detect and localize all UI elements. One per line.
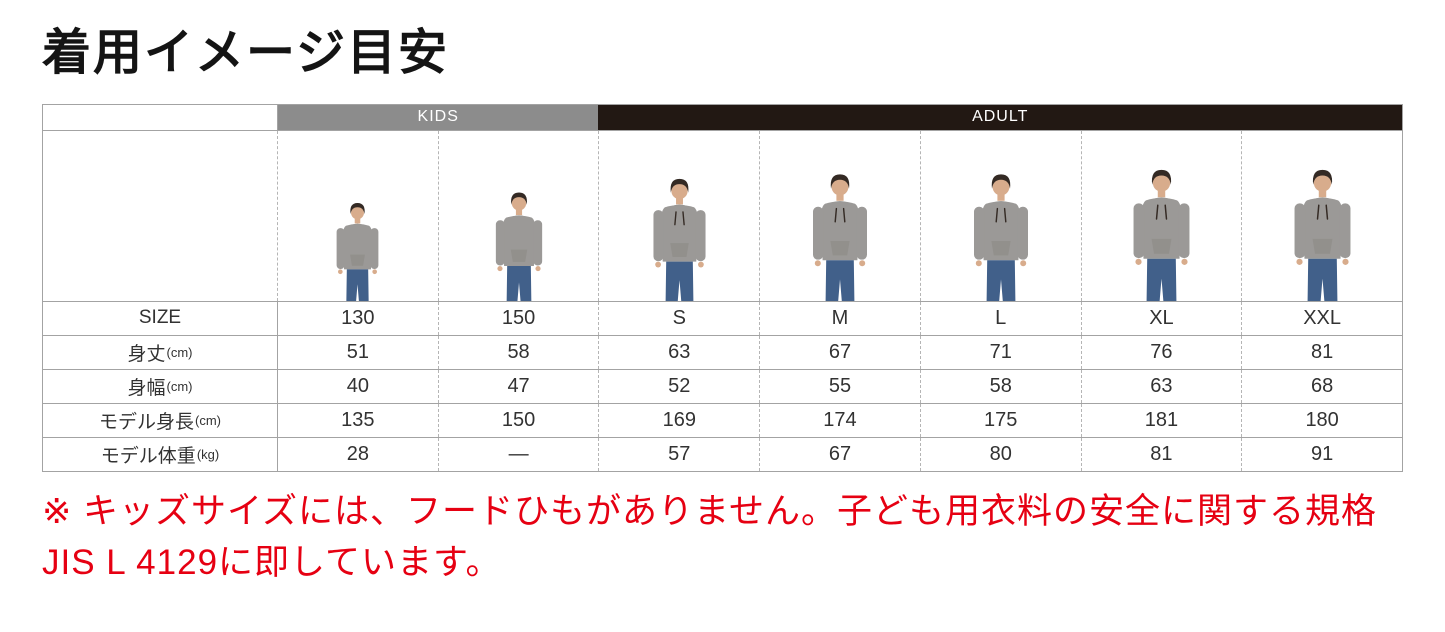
- value-cell: 67: [759, 437, 920, 471]
- value-cell: S: [598, 301, 759, 335]
- value-cell: L: [919, 301, 1081, 335]
- size-guide-page: 着用イメージ目安 KIDS ADULT SIZE 130 150 S M L XL XXL 身丈…: [42, 0, 1403, 589]
- table-group-header-row: KIDS ADULT: [43, 104, 1402, 130]
- value-cell: 51: [277, 335, 438, 369]
- value-cell: XXL: [1241, 301, 1402, 335]
- value-cell: 174: [759, 403, 920, 437]
- value-cell: 150: [437, 403, 599, 437]
- value-cell: M: [759, 301, 920, 335]
- model-photo-row: [43, 129, 1402, 301]
- row-label-unit: (cm): [166, 378, 193, 394]
- value-cell: 28: [277, 437, 438, 471]
- person-figure: [1133, 169, 1190, 301]
- value-cell: 40: [277, 369, 438, 403]
- value-cell: 67: [759, 335, 920, 369]
- value-cell: XL: [1080, 301, 1242, 335]
- value-cell: 130: [277, 301, 438, 335]
- person-figure: [495, 192, 542, 301]
- value-cell: 180: [1241, 403, 1402, 437]
- value-cell: 47: [437, 369, 599, 403]
- value-cell: 71: [919, 335, 1081, 369]
- value-cell: 68: [1241, 369, 1402, 403]
- model-photo-s: [598, 130, 759, 301]
- value-cell: 76: [1080, 335, 1242, 369]
- photo-row-spacer-cell: [43, 130, 277, 301]
- value-cell: 81: [1241, 335, 1402, 369]
- person-figure: [812, 174, 867, 301]
- adult-group-header: ADULT: [598, 104, 1402, 130]
- table-row: モデル体重 (kg) 28—57 67 80 81 91: [43, 436, 1402, 471]
- table-row: モデル身長 (cm) 135 150 169 174 175 181 180: [43, 402, 1402, 437]
- row-label: 身丈 (cm): [127, 343, 193, 365]
- page-title: 着用イメージ目安: [42, 26, 450, 80]
- value-cell: 135: [277, 403, 438, 437]
- value-cell: 58: [437, 335, 599, 369]
- row-label-unit: (cm): [195, 412, 221, 428]
- value-cell: 57: [598, 437, 759, 471]
- model-photo-130: [277, 130, 438, 301]
- measurement-rows: SIZE 130 150 S M L XL XXL 身丈 (cm) 51 58 63 67 71 76 81 身幅…: [43, 300, 1402, 471]
- row-label: モデル体重 (kg): [100, 445, 220, 467]
- value-cell: 52: [598, 369, 759, 403]
- model-photo-xxl: [1241, 130, 1402, 301]
- model-photo-xl: [1080, 130, 1242, 301]
- corner-spacer-cell: [43, 104, 277, 130]
- value-cell: 63: [1080, 369, 1242, 403]
- model-photo-m: [759, 130, 920, 301]
- table-row: 身丈 (cm) 51 58 63 67 71 76 81: [43, 334, 1402, 369]
- value-cell: 150: [437, 301, 599, 335]
- row-label: SIZE: [138, 307, 182, 329]
- person-figure: [653, 178, 706, 301]
- value-cell: 81: [1080, 437, 1242, 471]
- value-cell: 58: [919, 369, 1081, 403]
- value-cell: 63: [598, 335, 759, 369]
- person-figure: [973, 174, 1028, 301]
- value-cell: 55: [759, 369, 920, 403]
- value-cell: 169: [598, 403, 759, 437]
- row-label-unit: (kg): [196, 446, 220, 462]
- row-label-unit: (cm): [166, 344, 193, 360]
- model-photo-l: [919, 130, 1081, 301]
- value-cell: 175: [919, 403, 1081, 437]
- value-cell: 91: [1241, 437, 1402, 471]
- kids-safety-note: ※ キッズサイズには、フードひもがありません。子ども用衣料の安全に関する規格JI…: [42, 491, 1377, 583]
- table-row: SIZE 130 150 S M L XL XXL: [43, 300, 1402, 335]
- model-photo-150: [437, 130, 599, 301]
- row-label: モデル身長 (cm): [98, 411, 221, 433]
- size-chart-table: KIDS ADULT SIZE 130 150 S M L XL XXL 身丈 (cm) 51 58 6…: [42, 103, 1403, 472]
- value-cell: 181: [1080, 403, 1242, 437]
- row-label: 身幅 (cm): [127, 377, 193, 399]
- value-cell: 80: [919, 437, 1081, 471]
- kids-group-header: KIDS: [277, 104, 599, 130]
- person-figure: [336, 202, 379, 301]
- value-cell: —: [437, 437, 599, 471]
- table-row: 身幅 (cm) 40 47 52 55 58 63 68: [43, 368, 1402, 403]
- person-figure: [1294, 169, 1351, 301]
